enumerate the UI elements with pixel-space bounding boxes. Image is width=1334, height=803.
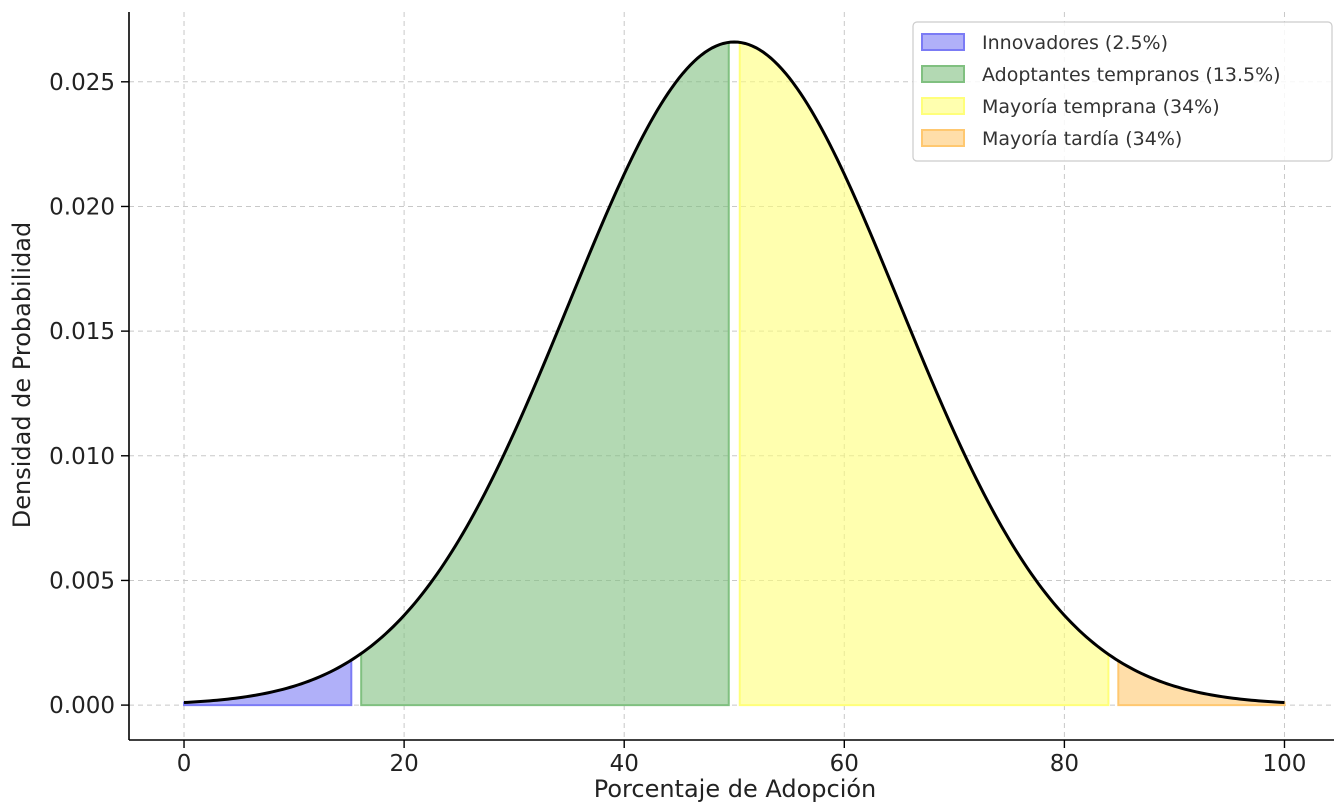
legend-label-3: Mayoría temprana (34%) [982,96,1220,118]
legend-swatch-1 [921,33,965,51]
x-tick-label: 0 [177,751,192,777]
density-curve [183,40,1285,705]
legend-swatch-2 [921,65,965,83]
y-ticks: 0.000 0.005 0.010 0.015 0.020 0.025 [49,70,129,719]
legend-label-4: Mayoría tardía (34%) [982,128,1182,150]
legend-label-2: Adoptantes tempranos (13.5%) [982,64,1281,86]
y-tick-label: 0.025 [49,70,115,96]
legend-frame [912,21,1333,162]
x-tick-label: 20 [389,751,418,777]
y-tick-label: 0.005 [49,568,115,594]
x-tick-label: 60 [830,751,859,777]
x-tick-label: 100 [1263,751,1307,777]
x-axis-label: Porcentaje de Adopción [594,775,877,803]
legend: Innovadores (2.5%) Adoptantes tempranos (… [912,21,1333,162]
y-tick-label: 0.015 [49,319,115,345]
x-tick-label: 40 [610,751,639,777]
y-tick-label: 0.010 [49,444,115,470]
legend-label-1: Innovadores (2.5%) [982,32,1168,54]
y-tick-label: 0.000 [49,693,115,719]
legend-swatch-3 [921,97,965,115]
area-segment-1 [183,658,353,707]
y-axis-label: Densidad de Probabilidad [8,222,36,529]
x-tick-label: 80 [1050,751,1079,777]
area-segment-4 [1117,659,1286,707]
x-ticks: 0 20 40 60 80 100 [177,740,1307,777]
axes [128,12,1334,741]
area-segment-2 [360,41,730,707]
legend-swatch-4 [921,129,965,147]
legend-items: Innovadores (2.5%) Adoptantes tempranos (… [921,32,1281,150]
y-tick-label: 0.020 [49,194,115,220]
